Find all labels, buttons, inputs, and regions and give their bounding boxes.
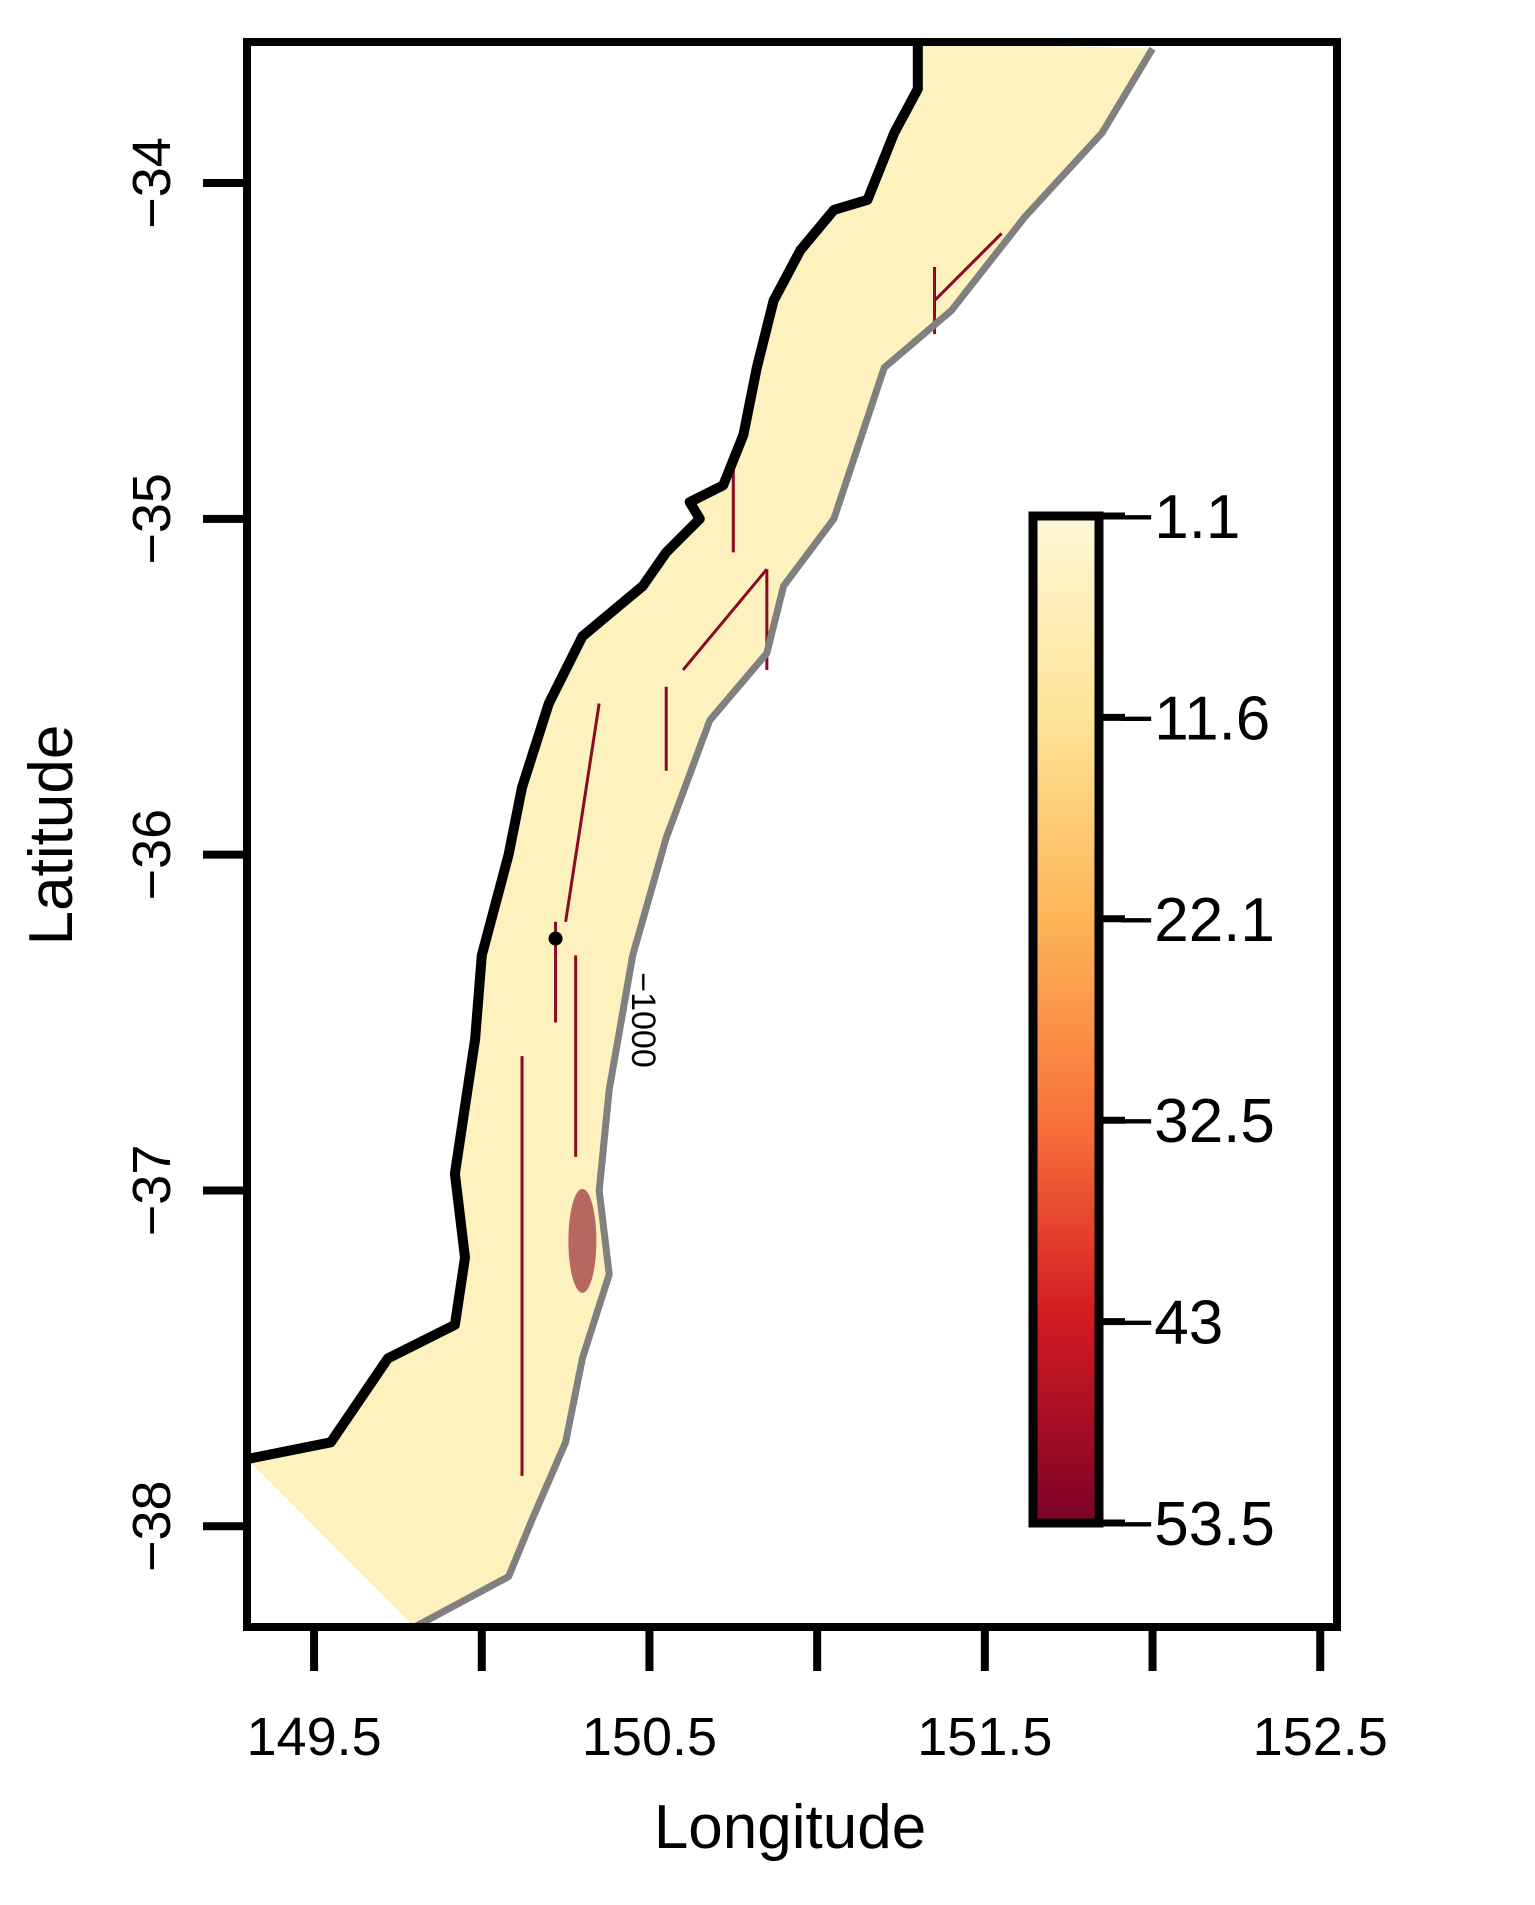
colorbar: −1.1 −11.6 −22.1 −32.5 −43 −53.5 (1028, 483, 1275, 1559)
y-tick-label-2: −36 (122, 809, 182, 901)
coastline (247, 42, 923, 1465)
colorbar-label-0: −1.1 (1118, 483, 1240, 552)
contour-label: −1000 (624, 972, 662, 1068)
hotspot-line-8 (933, 232, 1003, 302)
x-tick-label-3: 152.5 (1253, 1707, 1388, 1767)
y-tick-label-3: −37 (122, 1145, 182, 1237)
heatmap-hotspot-lines (520, 232, 1003, 1476)
site-point (548, 931, 563, 946)
x-axis-title: Longitude (654, 1793, 926, 1862)
colorbar-label-3: −32.5 (1118, 1087, 1275, 1156)
x-tick-label-1: 150.5 (582, 1707, 717, 1767)
y-axis: −34 −35 −36 −37 −38 (122, 137, 243, 1572)
y-axis-title: Latitude (17, 725, 86, 946)
colorbar-label-1: −11.6 (1118, 684, 1270, 753)
depth-contour-line (413, 46, 1156, 1627)
y-tick-label-4: −38 (122, 1480, 182, 1572)
colorbar-gradient (1028, 511, 1104, 1528)
colorbar-label-5: −53.5 (1118, 1490, 1275, 1559)
colorbar-label-2: −22.1 (1118, 886, 1275, 955)
hotspot-cluster (568, 1188, 597, 1293)
x-tick-label-2: 151.5 (917, 1707, 1052, 1767)
y-tick-label-0: −34 (122, 137, 182, 229)
colorbar-label-4: −43 (1118, 1289, 1223, 1358)
hotspot-line-3 (564, 703, 601, 923)
shelf-heatmap-band (247, 42, 1153, 1627)
plot-frame (243, 38, 1341, 1631)
y-tick-label-1: −35 (122, 473, 182, 565)
x-tick-label-0: 149.5 (247, 1707, 382, 1767)
x-axis: 149.5 150.5 151.5 152.5 (247, 1631, 1388, 1767)
hotspot-line-6 (681, 568, 768, 671)
